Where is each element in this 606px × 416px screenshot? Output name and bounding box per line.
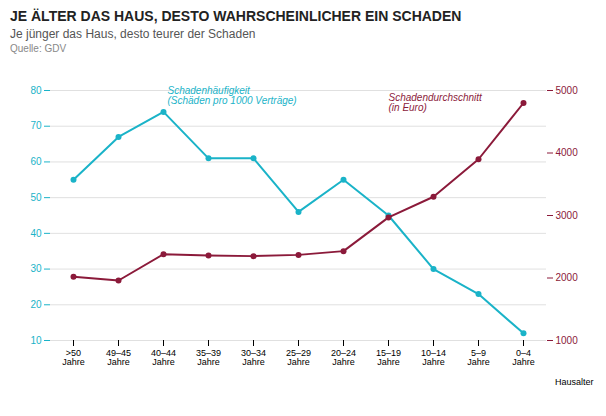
html-text:Je jünger das Haus, desto teur: Je jünger das Haus, desto teurer der Sch… bbox=[10, 27, 256, 41]
html-text:Quelle: GDV: Quelle: GDV bbox=[10, 43, 67, 54]
svg-text:5–9Jahre: 5–9Jahre bbox=[467, 348, 490, 367]
svg-text:0–4Jahre: 0–4Jahre bbox=[512, 348, 535, 367]
svg-text:49–45Jahre: 49–45Jahre bbox=[106, 348, 131, 367]
svg-text:35–39Jahre: 35–39Jahre bbox=[196, 348, 221, 367]
svg-text:10: 10 bbox=[30, 335, 42, 346]
svg-text:Schadenhäufigkeit(Schäden pro: Schadenhäufigkeit(Schäden pro 1000 Vertr… bbox=[168, 85, 297, 106]
svg-text:10–14Jahre: 10–14Jahre bbox=[421, 348, 446, 367]
svg-text:40–44Jahre: 40–44Jahre bbox=[151, 348, 176, 367]
svg-text:1000: 1000 bbox=[556, 335, 579, 346]
svg-text:15–19Jahre: 15–19Jahre bbox=[376, 348, 401, 367]
svg-text:80: 80 bbox=[30, 85, 42, 96]
svg-text:4000: 4000 bbox=[556, 147, 579, 158]
svg-text:40: 40 bbox=[30, 228, 42, 239]
svg-text:70: 70 bbox=[30, 120, 42, 131]
svg-text:2000: 2000 bbox=[556, 272, 579, 283]
svg-text:30: 30 bbox=[30, 263, 42, 274]
svg-text:3000: 3000 bbox=[556, 210, 579, 221]
svg-text:30–34Jahre: 30–34Jahre bbox=[241, 348, 266, 367]
html-text:JE ÄLTER DAS HAUS, DESTO WAHRS: JE ÄLTER DAS HAUS, DESTO WAHRSCHEINLICHE… bbox=[10, 8, 462, 24]
svg-text:20–24Jahre: 20–24Jahre bbox=[331, 348, 356, 367]
svg-text:Schadendurchschnitt(in Euro): Schadendurchschnitt(in Euro) bbox=[389, 92, 484, 113]
svg-text:60: 60 bbox=[30, 156, 42, 167]
svg-text:5000: 5000 bbox=[556, 85, 579, 96]
svg-text:25–29Jahre: 25–29Jahre bbox=[286, 348, 311, 367]
svg-text:Hausalter: Hausalter bbox=[555, 377, 594, 387]
svg-text:50: 50 bbox=[30, 192, 42, 203]
svg-text:>50Jahre: >50Jahre bbox=[62, 348, 85, 367]
svg-text:20: 20 bbox=[30, 299, 42, 310]
